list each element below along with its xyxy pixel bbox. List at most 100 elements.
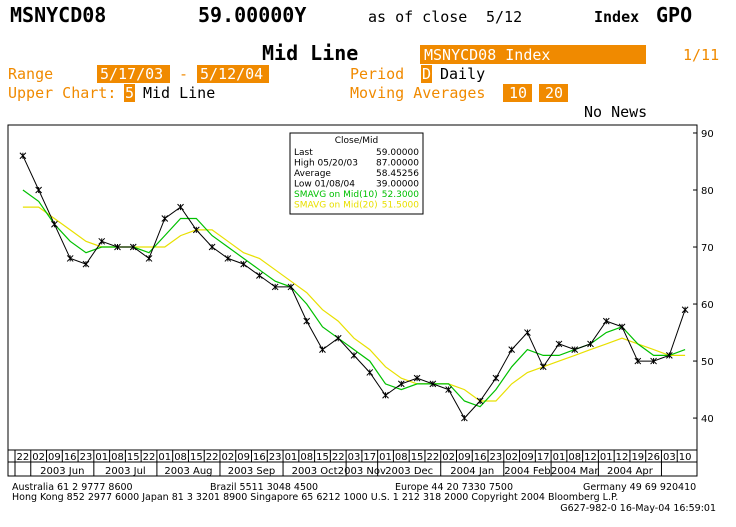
upper-code[interactable]: 5	[125, 84, 134, 102]
footer-contact: Germany 49 69 920410	[583, 482, 696, 493]
price-marker	[192, 226, 200, 234]
x-tick-label: 16	[64, 452, 77, 463]
x-tick-label: 19	[631, 452, 644, 463]
period-code[interactable]: D	[422, 65, 431, 83]
legend-box	[289, 132, 424, 215]
ma-label: Moving Averages	[350, 84, 485, 102]
x-tick-label: 01	[379, 452, 392, 463]
x-tick-label: 02	[442, 452, 455, 463]
date: 5/12	[486, 8, 522, 26]
price-marker	[413, 374, 421, 382]
price-marker	[650, 357, 657, 365]
news: No News	[584, 103, 647, 121]
price-marker	[681, 306, 689, 314]
price-marker	[35, 186, 43, 194]
x-tick-label: 09	[458, 452, 471, 463]
price-marker	[98, 237, 106, 245]
y-tick-label: 40	[701, 414, 714, 425]
x-tick-label: 12	[584, 452, 597, 463]
x-tick-label: 03	[348, 452, 361, 463]
page-number: 1/11	[683, 46, 719, 64]
month-label: 2003 Dec	[385, 466, 433, 477]
price-marker	[492, 374, 500, 382]
x-tick-label: 01	[600, 452, 613, 463]
x-tick-label: 10	[679, 452, 692, 463]
range-end-box	[197, 65, 269, 83]
x-tick-label: 09	[521, 452, 534, 463]
range-sep: -	[179, 65, 188, 83]
price-marker	[256, 272, 263, 279]
x-tick-label: 15	[316, 452, 329, 463]
price-marker	[224, 255, 232, 262]
stat-value: 59.00000	[376, 148, 419, 158]
price-marker	[177, 203, 184, 211]
price-marker	[602, 317, 610, 325]
stat-label: High 05/20/03	[294, 159, 358, 169]
x-tick-label: 08	[395, 452, 408, 463]
month-label: 2004 Mar	[551, 466, 599, 477]
price-marker	[287, 283, 295, 291]
ma2[interactable]: 20	[545, 84, 563, 102]
y-tick-label: 80	[701, 186, 714, 197]
price-marker	[161, 215, 169, 222]
stat-value: 39.00000	[376, 180, 419, 190]
price-marker	[665, 351, 673, 359]
as-of: as of close	[368, 8, 467, 26]
security-box	[420, 45, 646, 64]
stat-value: 87.00000	[376, 159, 419, 169]
period: Daily	[440, 65, 485, 83]
y-tick-label: 90	[701, 129, 714, 140]
range-start-box	[97, 65, 170, 83]
range-start[interactable]: 5/17/03	[100, 65, 163, 83]
period-box	[421, 65, 432, 83]
upper: Mid Line	[143, 84, 215, 102]
price-marker	[303, 317, 311, 325]
y-tick-label: 70	[701, 243, 714, 254]
price: 59.00000Y	[198, 3, 306, 27]
footer-id: G627-982-0 16-May-04 16:59:01	[560, 503, 716, 514]
ma1[interactable]: 10	[509, 84, 527, 102]
price-marker	[145, 255, 153, 262]
upper-box	[124, 84, 135, 102]
price-marker	[539, 363, 547, 371]
price-marker	[334, 334, 342, 342]
period-label: Period	[350, 65, 404, 83]
price-marker	[319, 346, 326, 354]
price-marker	[208, 243, 216, 251]
x-tick-label: 17	[363, 452, 376, 463]
x-tick-label: 01	[95, 452, 108, 463]
ticker: MSNYCD08	[10, 3, 106, 27]
x-tick-label: 09	[237, 452, 250, 463]
month-label: 2003 Aug	[164, 466, 212, 477]
price-marker	[618, 323, 626, 331]
price-marker	[587, 340, 594, 348]
x-tick-label: 15	[127, 452, 140, 463]
x-tick-label: 12	[616, 452, 629, 463]
month-label: 2004 Jan	[450, 466, 494, 477]
x-tick-label: 08	[111, 452, 124, 463]
month-label: 2004 Apr	[607, 466, 654, 477]
x-tick-label: 08	[300, 452, 313, 463]
security[interactable]: MSNYCD08 Index	[424, 46, 550, 64]
x-tick-label: 23	[269, 452, 282, 463]
ma1-box	[503, 84, 532, 102]
legend-entry: SMAVG on Mid(10)	[294, 190, 378, 200]
x-tick-label: 16	[253, 452, 266, 463]
price-marker	[240, 260, 247, 268]
range-end[interactable]: 5/12/04	[200, 65, 263, 83]
ma2-box	[539, 84, 568, 102]
legend-entry: SMAVG on Mid(20)	[294, 201, 378, 211]
x-tick-label: 15	[190, 452, 203, 463]
legend-value: 51.5000	[382, 201, 419, 211]
x-tick-label: 22	[143, 452, 156, 463]
range-label: Range	[8, 65, 53, 83]
legend-title: Close/Mid	[335, 136, 379, 146]
stat-label: Average	[294, 169, 331, 179]
price-marker	[397, 380, 405, 388]
x-tick-label: 22	[426, 452, 439, 463]
x-tick-label: 03	[663, 452, 676, 463]
x-tick-label: 23	[490, 452, 503, 463]
footer-contact: Brazil 5511 3048 4500	[210, 482, 318, 493]
price-marker	[82, 260, 90, 268]
